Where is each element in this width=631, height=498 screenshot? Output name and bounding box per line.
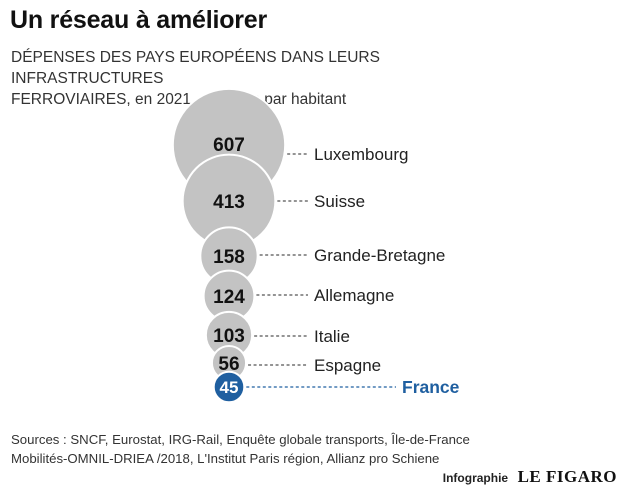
leader-lines (246, 153, 396, 388)
value-label-espagne: 56 (218, 354, 239, 375)
chart-title: Un réseau à améliorer (10, 6, 268, 34)
brand-logo: LE FIGARO (517, 467, 617, 486)
country-label-luxembourg: Luxembourg (314, 145, 409, 164)
credit-label: Infographie (442, 471, 509, 485)
value-label-suisse: 413 (213, 192, 245, 213)
bubble-france (212, 370, 246, 404)
country-label-italie: Italie (314, 327, 350, 346)
country-label-france: France (402, 377, 460, 397)
country-labels: Luxembourg Suisse Grande-Bretagne Allemagne… (314, 145, 460, 397)
country-label-suisse: Suisse (314, 192, 365, 211)
value-label-grande-bretagne: 158 (213, 247, 245, 268)
sources-note: Sources : SNCF, Eurostat, IRG-Rail, Enqu… (11, 430, 511, 468)
country-label-allemagne: Allemagne (314, 286, 394, 305)
country-label-grande-bretagne: Grande-Bretagne (314, 246, 445, 265)
value-label-france: 45 (220, 378, 239, 397)
sources-line-1: Sources : SNCF, Eurostat, IRG-Rail, Enqu… (11, 432, 470, 447)
value-label-luxembourg: 607 (213, 135, 245, 156)
subtitle-line-1: DÉPENSES DES PAYS EUROPÉENS DANS LEURS I… (11, 49, 380, 87)
value-label-allemagne: 124 (213, 287, 245, 308)
sources-line-2: Mobilités-OMNIL-DRIEA /2018, L'Institut … (11, 451, 440, 466)
bubbles: 607 413 158 124 103 56 45 (171, 87, 287, 404)
credit: Infographie LE FIGARO (443, 467, 617, 487)
value-label-italie: 103 (213, 326, 245, 347)
country-label-espagne: Espagne (314, 356, 381, 375)
